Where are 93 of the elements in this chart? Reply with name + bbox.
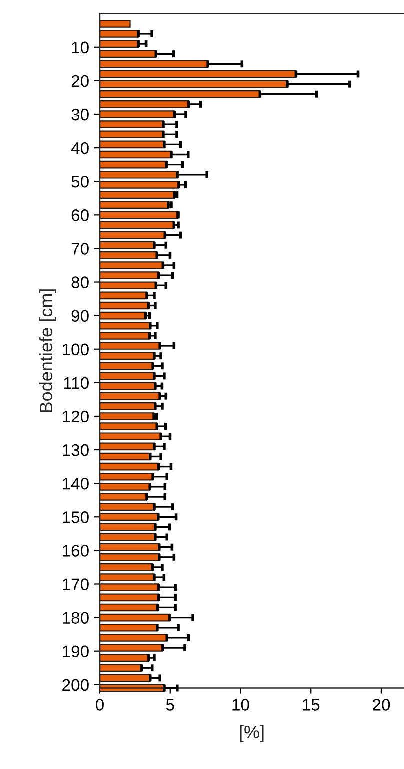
y-axis-title: Bodentiefe [cm] [39, 290, 56, 412]
y-tick-label: 190 [63, 646, 89, 658]
bar [99, 472, 154, 481]
y-tick-label: 10 [72, 42, 89, 54]
bar [99, 442, 156, 451]
bar [99, 372, 156, 380]
bar [99, 60, 209, 68]
bar [99, 654, 150, 662]
bar [99, 452, 151, 461]
bar [99, 422, 158, 430]
y-tick-label: 140 [63, 478, 89, 490]
bar [99, 432, 162, 441]
y-tick-label: 170 [63, 578, 89, 590]
y-tick-label: 60 [72, 210, 89, 222]
bar [99, 100, 190, 108]
bar [99, 362, 154, 370]
bar [99, 90, 261, 98]
bar [99, 201, 170, 210]
y-tick-label: 180 [63, 612, 89, 624]
x-tick-label: 15 [303, 699, 320, 711]
y-tick-label: 160 [63, 545, 89, 557]
bar [99, 674, 151, 682]
bar [99, 221, 175, 230]
bar [99, 170, 178, 179]
bar [99, 20, 131, 28]
bar [99, 282, 157, 290]
y-tick-label: 120 [63, 410, 89, 423]
bar [99, 252, 158, 260]
bar [99, 292, 148, 300]
bar [99, 150, 172, 159]
bar [99, 302, 150, 310]
bar [99, 342, 161, 350]
y-tick-label: 70 [72, 243, 89, 255]
y-tick-label: 150 [63, 512, 89, 524]
bar [99, 352, 156, 360]
bar [99, 574, 156, 582]
bar [99, 594, 160, 602]
bar [99, 80, 288, 88]
bar [99, 503, 156, 511]
bar [99, 191, 176, 199]
bar [99, 614, 170, 622]
bar [99, 564, 154, 572]
bar [99, 40, 140, 48]
x-tick-label: 0 [96, 699, 104, 711]
bar [99, 543, 160, 552]
bar [99, 140, 166, 149]
bar [99, 120, 164, 128]
bar [99, 181, 180, 189]
bar [99, 70, 297, 78]
bar [99, 584, 160, 592]
bar [99, 462, 160, 471]
bar [99, 241, 156, 250]
x-tick-label: 5 [166, 699, 174, 711]
bar [99, 483, 151, 491]
bar [99, 644, 164, 652]
bar [99, 160, 168, 169]
bar [99, 412, 155, 420]
y-tick-label: 110 [64, 377, 89, 390]
bar [99, 50, 157, 58]
bar [99, 604, 158, 612]
bar [99, 231, 166, 240]
bar [99, 110, 176, 118]
bar [99, 211, 179, 220]
bar [99, 312, 146, 320]
bar [99, 523, 156, 532]
bar [99, 513, 159, 522]
bar [99, 130, 164, 139]
bar [99, 493, 148, 501]
bar [99, 553, 160, 562]
y-tick-label: 90 [72, 310, 89, 322]
bar [99, 634, 168, 642]
y-tick-label: 200 [62, 679, 89, 692]
y-tick-label: 80 [72, 276, 89, 288]
bar [99, 30, 140, 38]
bar [99, 624, 158, 632]
bar [99, 533, 156, 542]
y-tick-label: 30 [72, 108, 89, 121]
bar [99, 382, 156, 390]
y-tick-label: 130 [63, 444, 89, 456]
bar [99, 664, 142, 672]
bar [99, 322, 151, 330]
y-tick-label: 50 [72, 176, 89, 188]
y-tick-label: 40 [71, 142, 89, 154]
bar [99, 402, 156, 410]
bar [99, 272, 160, 280]
y-tick-label: 20 [72, 75, 89, 88]
bar [99, 262, 164, 270]
bar [99, 332, 150, 340]
x-tick-label: 20 [373, 699, 390, 711]
y-tick-label: 100 [63, 344, 89, 356]
bar [99, 392, 161, 400]
x-tick-label: 10 [232, 699, 250, 711]
x-axis-title: [%] [240, 725, 264, 742]
